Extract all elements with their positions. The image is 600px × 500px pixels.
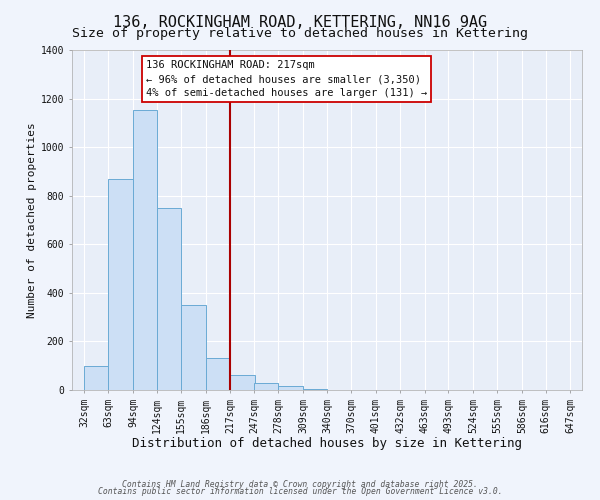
Bar xyxy=(84,366,109,390)
Text: 136, ROCKINGHAM ROAD, KETTERING, NN16 9AG: 136, ROCKINGHAM ROAD, KETTERING, NN16 9A… xyxy=(113,15,487,30)
X-axis label: Distribution of detached houses by size in Kettering: Distribution of detached houses by size … xyxy=(132,437,522,450)
Y-axis label: Number of detached properties: Number of detached properties xyxy=(26,122,37,318)
Text: 136 ROCKINGHAM ROAD: 217sqm
← 96% of detached houses are smaller (3,350)
4% of s: 136 ROCKINGHAM ROAD: 217sqm ← 96% of det… xyxy=(146,60,427,98)
Bar xyxy=(181,305,206,390)
Bar xyxy=(109,178,133,390)
Text: Contains public sector information licensed under the Open Government Licence v3: Contains public sector information licen… xyxy=(98,488,502,496)
Bar xyxy=(206,358,230,390)
Bar xyxy=(254,382,278,390)
Text: Contains HM Land Registry data © Crown copyright and database right 2025.: Contains HM Land Registry data © Crown c… xyxy=(122,480,478,489)
Bar xyxy=(303,389,328,390)
Bar xyxy=(230,376,254,390)
Text: Size of property relative to detached houses in Kettering: Size of property relative to detached ho… xyxy=(72,28,528,40)
Bar xyxy=(278,386,303,390)
Bar xyxy=(157,208,181,390)
Bar xyxy=(133,110,157,390)
